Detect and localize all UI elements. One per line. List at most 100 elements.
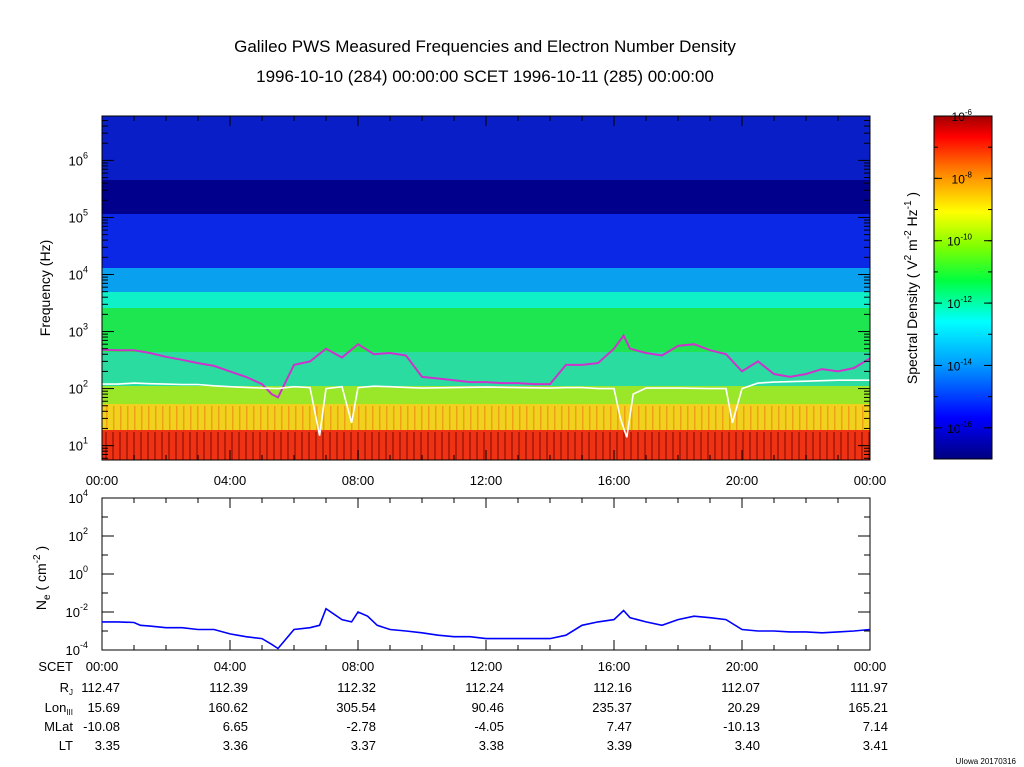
colorbar-tick-base: 10 (952, 172, 966, 186)
density-tick-base: 10 (69, 567, 83, 582)
colorbar-tick-exp: -16 (960, 420, 972, 429)
spectrogram-stripe-red (546, 432, 548, 460)
upper-hybrid-frequency-line (101, 333, 871, 399)
spectrogram-stripe-orange (218, 406, 220, 430)
colorbar-tick-label: 10-12 (947, 295, 972, 311)
spectrogram-stripe-orange (246, 406, 248, 430)
spectrogram-stripe-red (161, 432, 163, 460)
frequency-tick-base: 10 (69, 439, 83, 454)
spectrogram-stripe-orange (855, 406, 857, 430)
ephemeris-rj-value: 112.16 (593, 680, 632, 695)
spectrogram-stripe-red (637, 432, 639, 460)
ephemeris-mlat-value: -2.78 (346, 719, 376, 734)
spectrogram-stripe-orange (274, 406, 276, 430)
spectrogram-stripe-red (294, 432, 296, 460)
frequency-tick-exp: 2 (83, 379, 88, 389)
spectrogram-stripe-red (693, 432, 695, 460)
ephemeris-lt-value: 3.41 (863, 738, 888, 753)
spectrogram-stripe-red (469, 432, 471, 460)
spectrogram-stripe-red (224, 432, 226, 460)
colorbar-tick-label: 10-14 (947, 357, 972, 373)
spectrogram-stripe-red (763, 432, 765, 460)
spectrogram-stripe-red (462, 432, 464, 460)
spectrogram-stripe-orange (568, 406, 570, 430)
colorbar-tick-exp: -6 (965, 108, 973, 117)
spectrogram-stripe-red (819, 432, 821, 460)
ephemeris-rj-value: 111.97 (850, 680, 888, 695)
spectrogram-stripe-orange (288, 406, 290, 430)
frequency-tick-exp: 5 (83, 207, 88, 217)
chart-subtitle: 1996-10-10 (284) 00:00:00 SCET 1996-10-1… (256, 67, 714, 86)
spectrogram-stripe-red (490, 432, 492, 460)
frequency-tick-label: 101 (69, 436, 88, 454)
colorbar-label-sup1: 2 (903, 254, 914, 260)
colorbar-label-mid: m (904, 239, 920, 255)
spectrogram-stripe-red (672, 432, 674, 460)
spectrogram-band-blue (102, 214, 870, 270)
frequency-tick-base: 10 (69, 153, 83, 168)
ephemeris-mlat-value: 7.14 (863, 719, 888, 734)
spectrogram-stripe-orange (631, 406, 633, 430)
spectrogram-stripe-orange (190, 406, 192, 430)
spectrogram-stripe-orange (421, 406, 423, 430)
spectrogram-stripe-orange (127, 406, 129, 430)
spectrogram-stripe-orange (785, 406, 787, 430)
ephemeris-mlat-value: -10.08 (83, 719, 120, 734)
ephemeris-mlat-value: -10.13 (723, 719, 760, 734)
spectrogram-stripe-red (196, 432, 198, 460)
spectrogram-stripe-orange (743, 406, 745, 430)
ephemeris-lon-value: 305.54 (336, 700, 376, 715)
spectrogram-stripe-orange (183, 406, 185, 430)
spectrogram-stripe-red (539, 432, 541, 460)
spectrogram-stripe-orange (120, 406, 122, 430)
ephemeris-label-lon: LonIII (45, 700, 73, 717)
spectrogram-stripe-orange (547, 406, 549, 430)
density-x-axis (101, 498, 871, 650)
spectrogram-stripe-orange (211, 406, 213, 430)
spectrogram-stripe-orange (330, 406, 332, 430)
spectrogram-stripe-red (588, 432, 590, 460)
density-tick-exp: 4 (83, 488, 88, 498)
ephemeris-scet-value: 00:00 (86, 659, 119, 674)
spectrogram-stripe-orange (176, 406, 178, 430)
frequency-tick-exp: 3 (83, 322, 88, 332)
time-tick-label: 08:00 (342, 473, 375, 488)
spectrogram-stripe-red (784, 432, 786, 460)
ephemeris-lon-value: 15.69 (87, 700, 120, 715)
colorbar-tick-label: 10-8 (952, 170, 973, 186)
spectrogram-stripe-red (476, 432, 478, 460)
spectrogram-stripe-orange (596, 406, 598, 430)
colorbar-gradient (933, 115, 993, 460)
spectrogram-stripe-orange (862, 406, 864, 430)
ephemeris-label-lon-sub: III (66, 708, 73, 717)
spectrogram-stripe-orange (498, 406, 500, 430)
spectrogram-stripes (105, 406, 871, 460)
spectrogram-stripe-orange (337, 406, 339, 430)
spectrogram-stripe-red (686, 432, 688, 460)
spectrogram-stripe-orange (701, 406, 703, 430)
spectrogram-stripe-orange (400, 406, 402, 430)
credit-label: UIowa 20170316 (956, 757, 1017, 766)
spectrogram-stripe-orange (820, 406, 822, 430)
spectrogram-stripe-orange (806, 406, 808, 430)
spectrogram-stripe-red (791, 432, 793, 460)
spectrogram-stripe-red (798, 432, 800, 460)
electron-density-line (102, 607, 871, 650)
spectrogram-stripe-orange (505, 406, 507, 430)
spectrogram-stripe-orange (512, 406, 514, 430)
spectrogram-stripe-orange (750, 406, 752, 430)
spectrogram-stripe-orange (526, 406, 528, 430)
spectrogram-stripe-orange (456, 406, 458, 430)
spectrogram-stripe-red (434, 432, 436, 460)
spectrogram-stripe-orange (764, 406, 766, 430)
ephemeris-values: 00:00 04:00 08:00 12:00 16:00 20:00 00:00 112.4… (81, 659, 888, 753)
colorbar-tick-base: 10 (952, 110, 966, 124)
ephemeris-lt-value: 3.36 (223, 738, 248, 753)
spectrogram-stripe-red (259, 432, 261, 460)
frequency-tick-exp: 1 (83, 436, 88, 446)
ephemeris-lon-value: 90.46 (471, 700, 504, 715)
frequency-tick-exp: 4 (83, 264, 88, 274)
spectrogram-stripe-red (273, 432, 275, 460)
spectrogram-stripe-orange (645, 406, 647, 430)
